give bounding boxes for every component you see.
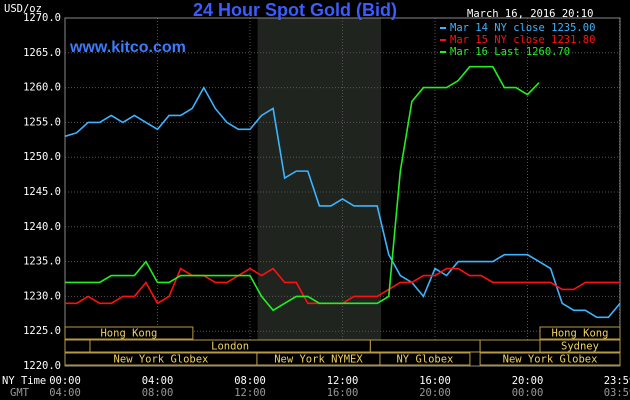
x-tick-label: 04:00 [142,375,174,387]
y-tick-label: 1235.0 [23,256,61,268]
watermark: www.kitco.com [69,39,186,56]
y-tick-label: 1220.0 [23,360,61,372]
x-tick-label: 08:00 [234,375,266,387]
session-box [379,352,471,366]
y-tick-label: 1240.0 [23,221,61,233]
x2-tick-label: 03:59 [604,387,630,399]
session-label: NY Globex [396,354,453,366]
timestamp: March 16, 2016 20:10 [467,8,593,20]
x2-tick-label: 08:00 [142,387,174,399]
legend-label: Mar 16 Last 1260.70 [450,46,570,58]
legend-label: Mar 15 NY close 1231.80 [450,34,595,46]
x-tick-label: 16:00 [419,375,451,387]
session-box [479,352,621,366]
x-axis-label: NY Time [2,375,46,387]
y-axis-label: USD/oz [4,3,42,15]
x-tick-label: 12:00 [327,375,359,387]
line [65,65,540,312]
session-box [64,339,91,353]
x2-tick-label: 20:00 [419,387,451,399]
x2-tick-label: 04:00 [49,387,81,399]
session-box [369,339,481,353]
y-tick-label: 1245.0 [23,186,61,198]
session-box [89,339,371,353]
y-tick-label: 1250.0 [23,151,61,163]
session-label: Hong Kong [100,328,157,340]
y-tick-label: 1225.0 [23,325,61,337]
y-tick-label: 1260.0 [23,82,61,94]
x-tick-label: 20:00 [512,375,544,387]
x-tick-label: 23:59 [604,375,630,387]
x-tick-label: 00:00 [49,375,81,387]
session-box [539,339,621,353]
chart-title: 24 Hour Spot Gold (Bid) [193,0,397,20]
legend-label: Mar 14 NY close 1235.00 [450,22,595,34]
y-tick-label: 1265.0 [23,47,61,59]
line [64,85,621,319]
x2-axis-label: GMT [10,387,30,399]
session-label: New York NYMEX [274,354,363,366]
x2-tick-label: 16:00 [327,387,359,399]
session-box [539,326,621,340]
y-tick-label: 1270.0 [23,12,61,24]
plot-frame [64,17,621,367]
session-label: Hong Kong [552,328,609,340]
session-box [479,339,541,353]
session-label: Sydney [561,341,599,353]
session-label: New York Globex [503,354,598,366]
x2-tick-label: 12:00 [234,387,266,399]
x2-tick-label: 00:00 [512,387,544,399]
session-label: London [211,341,249,353]
session-box [64,326,194,340]
y-tick-label: 1255.0 [23,116,61,128]
y-tick-label: 1230.0 [23,290,61,302]
session-label: New York Globex [114,354,209,366]
